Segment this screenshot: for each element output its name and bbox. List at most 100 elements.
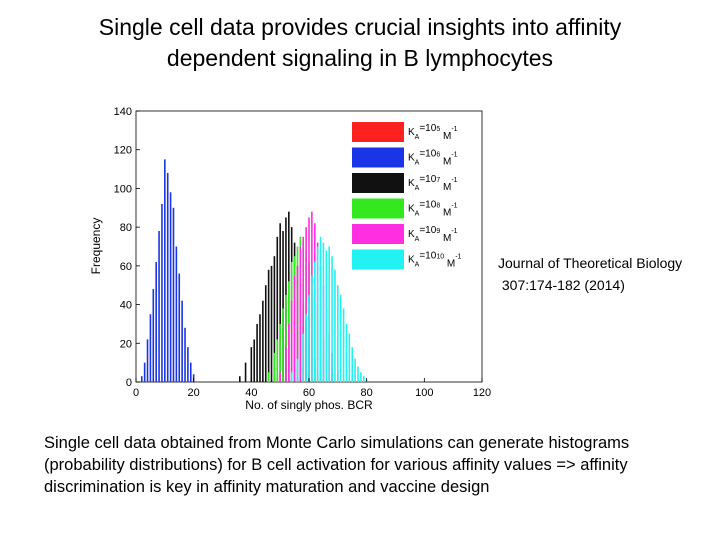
- bar-series-2-x-49: [276, 236, 279, 382]
- bar-series-1-x-13: [172, 207, 175, 382]
- y-tick-label-120: 120: [114, 145, 132, 157]
- bar-series-1-x-8: [158, 231, 160, 382]
- y-axis-label: Frequency: [89, 218, 103, 275]
- histogram-chart: 0 20 40 60 80 100 120 0 20 40 60 80 100 120 140 No. o…: [88, 96, 498, 416]
- slide-title-line-2: dependent signaling in B lymphocytes: [166, 45, 554, 71]
- bar-series-2-x-43: [259, 314, 261, 382]
- bar-series-1-x-9: [161, 203, 163, 382]
- slide-caption: Single cell data obtained from Monte Car…: [44, 434, 630, 496]
- bar-series-2-x-42: [256, 323, 258, 382]
- bar-series-5-x-61: [311, 275, 313, 382]
- legend-label-3: KA=108 M-1: [408, 200, 458, 219]
- bar-series-3-x-49: [276, 339, 279, 382]
- y-tick-label-0: 0: [126, 377, 132, 389]
- y-ticks: 0 20 40 60 80 100 120 140: [114, 106, 140, 389]
- bar-series-5-x-73: [345, 323, 348, 382]
- legend-swatch-4: [352, 224, 404, 244]
- bar-series-4-x-59: [305, 227, 307, 382]
- bar-series-5-x-59: [305, 314, 307, 382]
- legend-swatch-5: [352, 249, 404, 270]
- bar-series-5-x-63: [316, 246, 319, 382]
- bar-series-2-x-45: [264, 285, 267, 382]
- bar-series-4-x-50: [279, 372, 281, 382]
- bar-series-1-x-16: [181, 300, 183, 382]
- bar-series-5-x-67: [328, 246, 330, 382]
- bar-series-1-x-18: [187, 347, 189, 382]
- legend-label-0: KA=105 M-1: [408, 123, 458, 142]
- legend-label-4: KA=109 M-1: [408, 225, 458, 244]
- bar-series-5-x-68: [331, 256, 333, 382]
- bar-series-1-x-7: [155, 261, 157, 382]
- bar-series-1-x-17: [184, 327, 186, 382]
- bar-series-1-x-4: [146, 339, 149, 382]
- bar-series-2-x-51: [282, 231, 284, 382]
- y-tick-label-40: 40: [120, 300, 132, 312]
- bar-series-4-x-57: [299, 246, 302, 382]
- bar-series-5-x-64: [319, 236, 322, 382]
- bar-series-2-x-38: [244, 362, 247, 382]
- x-tick-label-20: 20: [188, 387, 200, 399]
- legend-swatch-2: [352, 173, 404, 193]
- bar-series-2-x-41: [253, 339, 256, 382]
- y-tick-label-20: 20: [120, 338, 132, 350]
- bar-series-5-x-71: [339, 294, 342, 382]
- slide-title-line-1: Single cell data provides crucial insigh…: [98, 14, 622, 40]
- y-tick-label-80: 80: [120, 222, 132, 234]
- bar-series-1-x-10: [164, 159, 166, 382]
- legend-background: [348, 118, 476, 275]
- bar-series-2-x-40: [250, 347, 253, 382]
- x-tick-label-0: 0: [133, 387, 139, 399]
- bar-series-1-x-12: [169, 192, 172, 382]
- legend-label-5: KA=1010 M-1: [408, 251, 462, 270]
- bar-series-4-x-52: [285, 347, 287, 382]
- bar-series-1-x-19: [189, 362, 192, 382]
- bar-series-3-x-46: [267, 372, 270, 382]
- legend-swatch-0: [352, 122, 404, 142]
- bar-series-1-x-5: [149, 314, 152, 382]
- citation-journal: Journal of Theoretical Biology: [498, 255, 683, 271]
- bars-layer: [140, 159, 368, 382]
- x-tick-label-40: 40: [245, 387, 257, 399]
- bar-series-5-x-54: [290, 372, 293, 382]
- bar-series-2-x-44: [262, 300, 264, 382]
- bar-series-3-x-50: [279, 323, 281, 382]
- bar-series-5-x-78: [360, 372, 362, 382]
- legend-label-1: KA=106 M-1: [408, 149, 458, 168]
- bar-series-5-x-65: [322, 242, 325, 382]
- bar-series-1-x-14: [175, 246, 178, 382]
- bar-series-3-x-52: [285, 294, 287, 382]
- bar-series-5-x-77: [357, 366, 359, 382]
- bar-series-2-x-46: [267, 269, 270, 382]
- y-tick-label-60: 60: [120, 261, 132, 273]
- bar-series-5-x-70: [337, 285, 339, 382]
- legend: KA=105 M-1 KA=106 M-1 KA=107 M-1 KA=108 M-1…: [348, 118, 476, 275]
- bar-series-5-x-72: [342, 308, 345, 382]
- bar-series-4-x-54: [290, 300, 293, 382]
- legend-swatch-3: [352, 198, 404, 219]
- x-tick-label-80: 80: [361, 387, 373, 399]
- bar-series-1-x-2: [140, 376, 143, 382]
- bar-series-5-x-69: [334, 269, 336, 382]
- bar-series-2-x-36: [239, 376, 241, 382]
- x-tick-label-60: 60: [303, 387, 315, 399]
- legend-swatch-1: [352, 147, 404, 168]
- bar-series-2-x-48: [273, 256, 276, 382]
- bar-series-4-x-55: [293, 275, 296, 382]
- bar-series-3-x-51: [282, 308, 284, 382]
- slide-title: Single cell data provides crucial insigh…: [20, 12, 700, 74]
- bar-series-4-x-53: [288, 323, 290, 382]
- x-tick-label-100: 100: [415, 387, 433, 399]
- histogram-svg: 0 20 40 60 80 100 120 0 20 40 60 80 100 120 140 No. o…: [89, 106, 491, 412]
- bar-series-1-x-3: [143, 362, 146, 382]
- bar-series-3-x-48: [273, 352, 276, 382]
- bar-series-1-x-6: [152, 289, 155, 382]
- bar-series-5-x-62: [313, 261, 316, 382]
- x-tick-label-120: 120: [473, 387, 491, 399]
- bar-series-1-x-11: [166, 172, 169, 382]
- legend-label-2: KA=107 M-1: [408, 174, 458, 193]
- y-tick-label-140: 140: [114, 106, 132, 118]
- bar-series-5-x-75: [351, 347, 354, 382]
- x-ticks: 0 20 40 60 80 100 120: [133, 378, 491, 399]
- bar-series-5-x-58: [302, 333, 305, 382]
- bar-series-4-x-58: [302, 236, 305, 382]
